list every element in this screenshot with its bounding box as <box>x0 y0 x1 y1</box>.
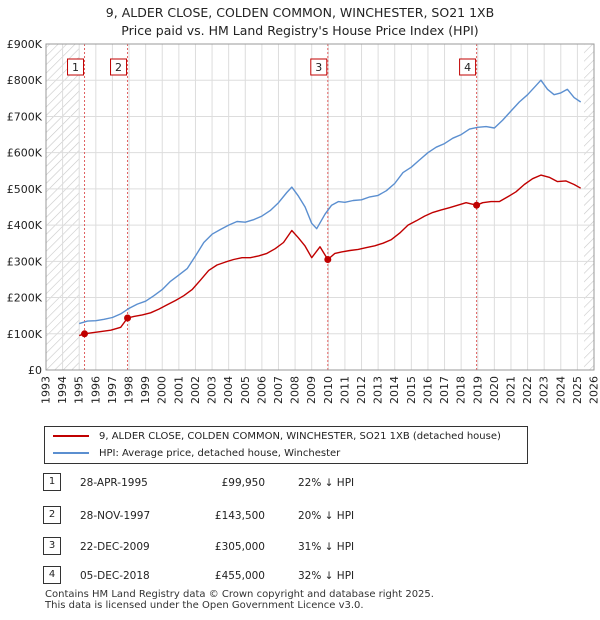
x-tick-label: 2005 <box>239 376 252 404</box>
sale-price: £305,000 <box>214 541 265 553</box>
sale-number-badge: 1 <box>43 473 61 491</box>
x-tick-label: 2021 <box>504 376 517 404</box>
sale-price: £99,950 <box>221 477 265 489</box>
sale-label-box-4 <box>459 58 477 76</box>
legend-swatch-property <box>53 435 89 437</box>
sale-date: 22-DEC-2009 <box>80 541 150 553</box>
x-tick-label: 2003 <box>206 376 219 404</box>
sale-point-3 <box>324 256 332 264</box>
x-tick-label: 2016 <box>421 376 434 404</box>
legend-label-property: 9, ALDER CLOSE, COLDEN COMMON, WINCHESTE… <box>99 431 501 442</box>
x-tick-label: 2020 <box>488 376 501 404</box>
footer: Contains HM Land Registry data © Crown c… <box>45 589 434 611</box>
y-tick-label: £300K <box>7 255 43 268</box>
x-tick-label: 1998 <box>123 376 136 404</box>
x-tick-label: 1995 <box>73 376 86 404</box>
x-tick-label: 1999 <box>139 376 152 404</box>
y-tick-label: £200K <box>7 292 43 305</box>
sale-number-badge: 4 <box>43 566 61 584</box>
x-tick-label: 2001 <box>172 376 185 404</box>
y-tick-label: £100K <box>7 328 43 341</box>
legend-item-hpi: HPI: Average price, detached house, Winc… <box>53 446 340 462</box>
y-tick-label: £600K <box>7 147 43 160</box>
x-tick-label: 1996 <box>89 376 102 404</box>
hatched-region-2 <box>584 44 594 370</box>
x-tick-label: 2019 <box>471 376 484 404</box>
x-tick-label: 2014 <box>388 376 401 404</box>
x-tick-label: 2015 <box>405 376 418 404</box>
sale-date: 28-APR-1995 <box>80 477 148 489</box>
sale-hpi-diff: 22% ↓ HPI <box>298 477 355 489</box>
x-tick-label: 2002 <box>189 376 202 404</box>
sale-price: £455,000 <box>214 570 265 582</box>
x-tick-label: 2025 <box>571 376 584 404</box>
plot-frame <box>45 43 595 371</box>
y-tick-label: £400K <box>7 219 43 232</box>
sale-row-2: 2 28-NOV-1997 £143,500 20% ↓ HPI <box>0 506 600 524</box>
footer-line-2: This data is licensed under the Open Gov… <box>45 600 364 611</box>
x-tick-label: 2012 <box>355 376 368 404</box>
sale-label-4: 4 <box>464 61 471 74</box>
chart-title: 9, ALDER CLOSE, COLDEN COMMON, WINCHESTE… <box>0 4 600 40</box>
title-line-1: 9, ALDER CLOSE, COLDEN COMMON, WINCHESTE… <box>105 5 495 20</box>
x-tick-label: 2013 <box>372 376 385 404</box>
legend: 9, ALDER CLOSE, COLDEN COMMON, WINCHESTE… <box>44 426 528 464</box>
sale-hpi-diff: 20% ↓ HPI <box>298 510 355 522</box>
sale-point-1 <box>81 330 89 338</box>
sale-price: £143,500 <box>214 510 265 522</box>
sale-row-3: 3 22-DEC-2009 £305,000 31% ↓ HPI <box>0 537 600 555</box>
x-tick-label: 1997 <box>106 376 119 404</box>
y-tick-label: £0 <box>28 364 42 377</box>
sale-point-4 <box>473 201 481 209</box>
sale-label-2: 2 <box>115 61 122 74</box>
x-tick-label: 1994 <box>56 376 69 404</box>
y-tick-label: £700K <box>7 110 43 123</box>
legend-swatch-hpi <box>53 452 89 454</box>
sale-hpi-diff: 31% ↓ HPI <box>298 541 355 553</box>
y-tick-label: £900K <box>7 38 43 51</box>
y-tick-label: £500K <box>7 183 43 196</box>
x-tick-label: 2024 <box>554 376 567 404</box>
footer-line-1: Contains HM Land Registry data © Crown c… <box>45 589 434 600</box>
x-tick-label: 2007 <box>272 376 285 404</box>
legend-label-hpi: HPI: Average price, detached house, Winc… <box>99 448 341 459</box>
title-line-2: Price paid vs. HM Land Registry's House … <box>121 23 479 38</box>
sale-point-2 <box>124 314 132 322</box>
x-tick-label: 2023 <box>538 376 551 404</box>
sale-date: 28-NOV-1997 <box>80 510 151 522</box>
sale-hpi-diff: 32% ↓ HPI <box>298 570 355 582</box>
x-tick-label: 2008 <box>289 376 302 404</box>
x-tick-label: 1993 <box>40 376 53 404</box>
property-price-line <box>78 174 582 337</box>
x-tick-label: 2022 <box>521 376 534 404</box>
sale-label-box-3 <box>310 58 328 76</box>
sale-number-badge: 3 <box>43 537 61 555</box>
sale-label-3: 3 <box>315 61 322 74</box>
y-tick-label: £800K <box>7 74 43 87</box>
x-tick-label: 2006 <box>255 376 268 404</box>
sale-label-box-1 <box>67 58 85 76</box>
x-tick-label: 2011 <box>338 376 351 404</box>
sale-date: 05-DEC-2018 <box>80 570 150 582</box>
sale-number-badge: 2 <box>43 506 61 524</box>
x-tick-label: 2026 <box>588 376 600 404</box>
hpi-line <box>78 79 582 325</box>
sale-row-4: 4 05-DEC-2018 £455,000 32% ↓ HPI <box>0 566 600 584</box>
x-tick-label: 2017 <box>438 376 451 404</box>
sale-label-1: 1 <box>72 61 79 74</box>
x-tick-label: 2004 <box>222 376 235 404</box>
sale-row-1: 1 28-APR-1995 £99,950 22% ↓ HPI <box>0 473 600 491</box>
x-tick-label: 2010 <box>322 376 335 404</box>
sale-label-box-2 <box>110 58 128 76</box>
x-tick-label: 2000 <box>156 376 169 404</box>
x-tick-label: 2018 <box>455 376 468 404</box>
x-tick-label: 2009 <box>305 376 318 404</box>
legend-item-property: 9, ALDER CLOSE, COLDEN COMMON, WINCHESTE… <box>53 429 501 445</box>
